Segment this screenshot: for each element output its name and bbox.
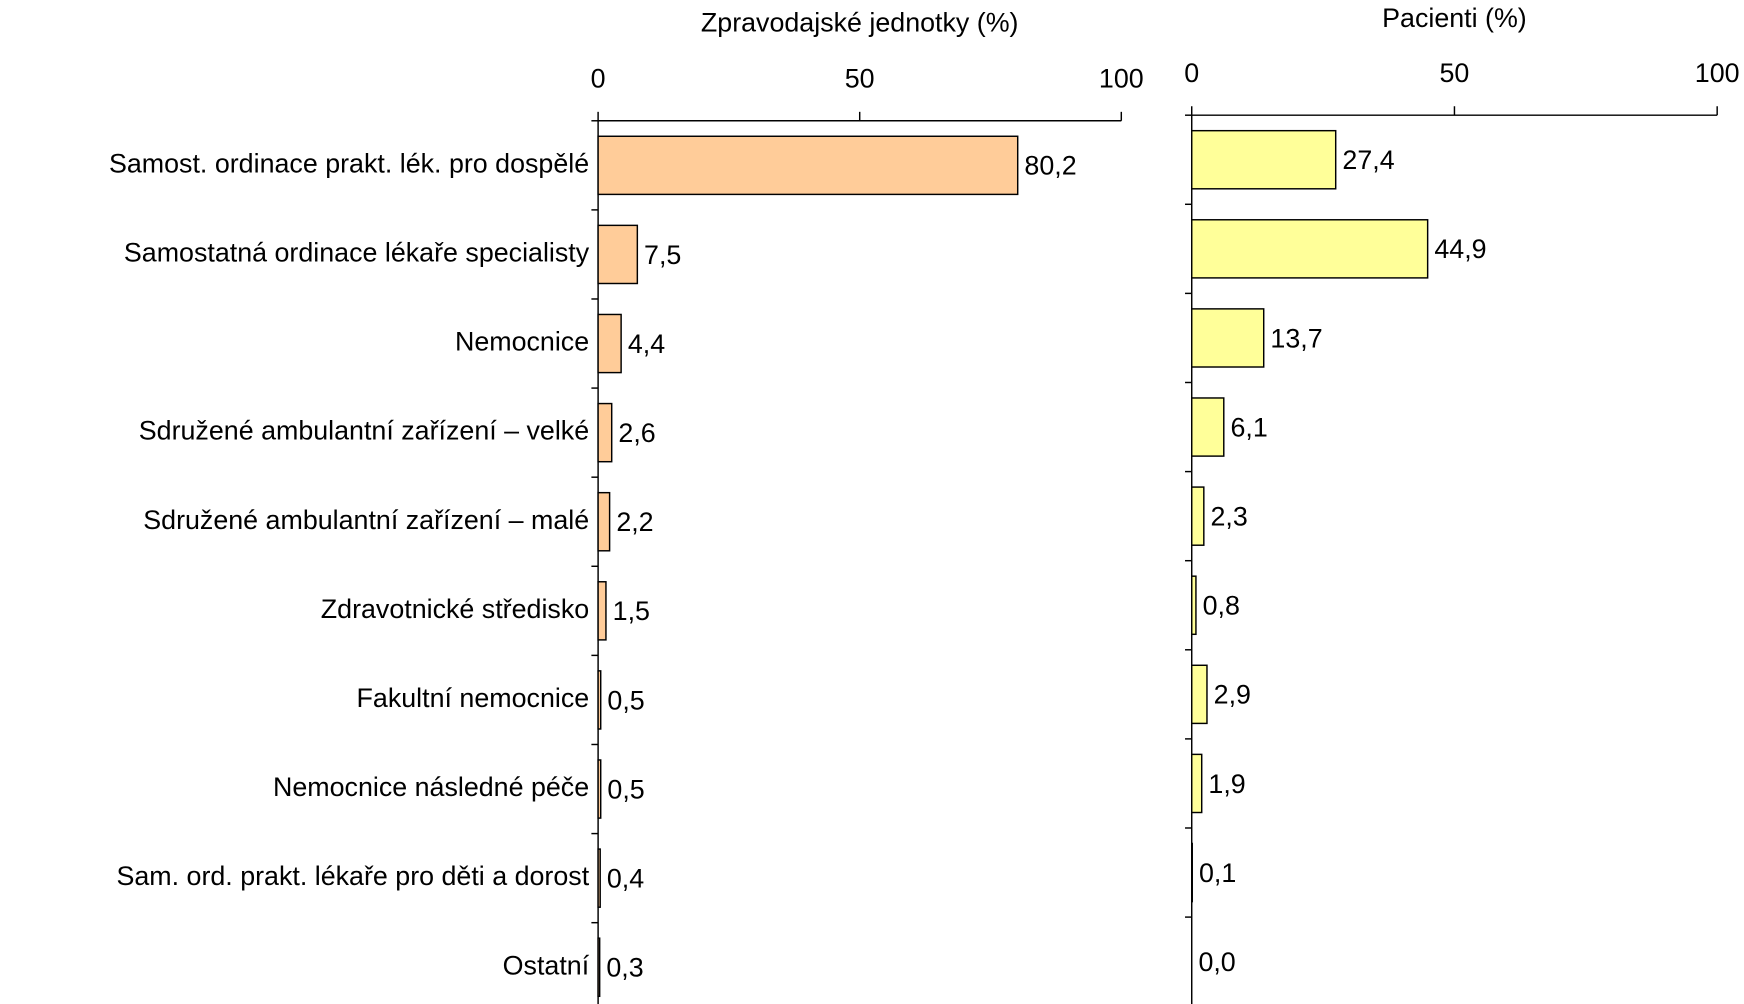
data-label: 0,3 xyxy=(606,953,643,983)
y-tick-label: Nemocnice xyxy=(455,327,589,357)
data-label: 0,5 xyxy=(607,774,644,804)
data-label: 27,4 xyxy=(1342,145,1394,175)
x-tick-label: 0 xyxy=(591,64,606,94)
data-label: 44,9 xyxy=(1434,234,1486,264)
bar xyxy=(597,670,602,730)
y-tick-label: Sdružené ambulantní zařízení – malé xyxy=(143,505,589,535)
data-label: 2,2 xyxy=(616,507,653,537)
bar xyxy=(597,135,1019,196)
bar xyxy=(1191,397,1225,457)
bar xyxy=(1191,486,1205,546)
data-label: 1,9 xyxy=(1208,769,1245,799)
bar xyxy=(1191,842,1193,903)
y-tick-label: Nemocnice následné péče xyxy=(273,772,589,802)
bar xyxy=(597,759,602,819)
y-tick-label: Zdravotnické středisko xyxy=(321,594,589,624)
bar xyxy=(597,848,601,908)
bar xyxy=(597,581,607,641)
data-label: 80,2 xyxy=(1024,151,1076,181)
x-tick-label: 50 xyxy=(845,64,875,94)
bar xyxy=(597,937,601,998)
data-label: 0,4 xyxy=(607,863,644,893)
data-label: 0,5 xyxy=(607,685,644,715)
data-label: 0,0 xyxy=(1198,947,1235,977)
y-tick-label: Sdružené ambulantní zařízení – velké xyxy=(139,416,589,446)
data-label: 2,9 xyxy=(1214,680,1251,710)
bar xyxy=(1191,308,1265,368)
y-tick-label: Samost. ordinace prakt. lék. pro dospělé xyxy=(109,148,589,178)
x-tick-label: 50 xyxy=(1440,58,1470,88)
y-tick-label: Fakultní nemocnice xyxy=(357,683,590,713)
bar xyxy=(1191,575,1197,636)
data-label: 2,3 xyxy=(1211,501,1248,531)
data-label: 13,7 xyxy=(1270,323,1322,353)
bar xyxy=(1191,753,1203,814)
bar xyxy=(597,491,611,552)
y-tick-label: Samostatná ordinace lékaře specialisty xyxy=(124,238,590,268)
bar xyxy=(597,313,622,374)
data-label: 7,5 xyxy=(644,240,681,270)
chart-title: Zpravodajské jednotky (%) xyxy=(701,8,1019,38)
x-tick-label: 100 xyxy=(1099,64,1144,94)
data-label: 0,8 xyxy=(1203,591,1240,621)
data-label: 4,4 xyxy=(628,329,665,359)
data-label: 1,5 xyxy=(613,596,650,626)
bar xyxy=(1191,129,1337,190)
chart-title: Pacienti (%) xyxy=(1382,3,1527,33)
data-label: 0,1 xyxy=(1199,858,1236,888)
y-tick-label: Sam. ord. prakt. lékaře pro děti a doros… xyxy=(116,861,589,891)
y-tick-label: Ostatní xyxy=(503,950,590,980)
x-tick-label: 0 xyxy=(1184,58,1199,88)
bar xyxy=(597,402,613,463)
bar xyxy=(1191,664,1208,725)
data-label: 6,1 xyxy=(1230,412,1267,442)
x-tick-label: 100 xyxy=(1695,58,1740,88)
data-label: 2,6 xyxy=(618,418,655,448)
bar xyxy=(597,224,639,285)
bar xyxy=(1191,219,1429,279)
